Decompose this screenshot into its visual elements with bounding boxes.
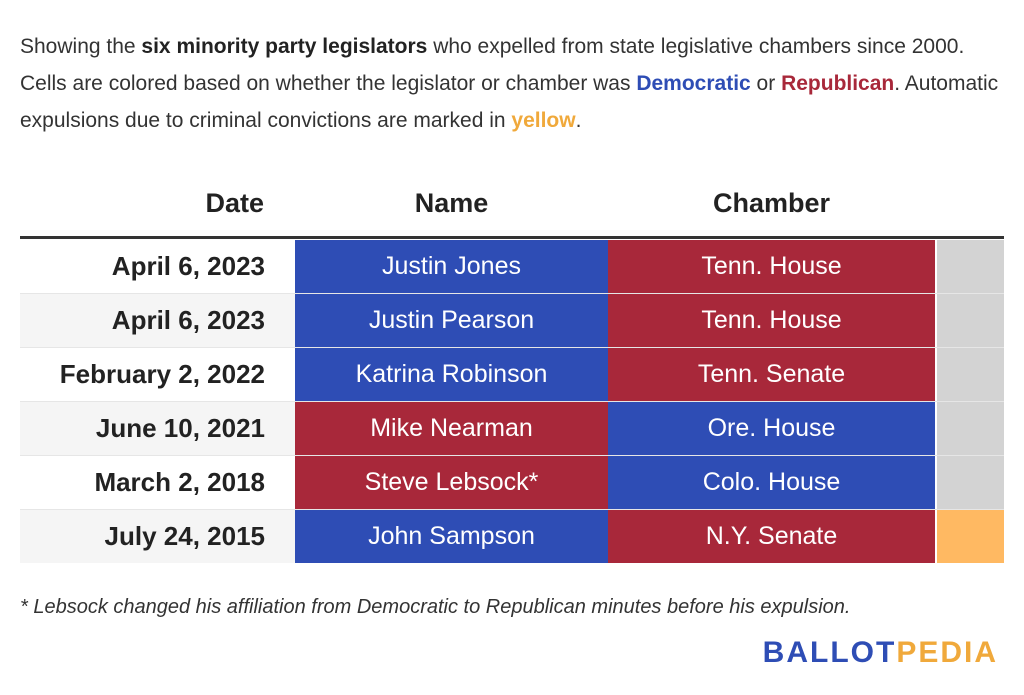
expulsions-table: April 6, 2023 Justin Jones Tenn. House A… [20,240,1004,563]
cell-chamber: Tenn. House [608,294,935,347]
cell-name: Katrina Robinson [295,348,608,401]
cell-name: Mike Nearman [295,402,608,455]
footnote: * Lebsock changed his affiliation from D… [20,596,851,618]
table-row: April 6, 2023 Justin Pearson Tenn. House [20,294,1004,348]
cell-name: Steve Lebsock* [295,456,608,509]
intro-p1: Showing the [20,35,142,58]
cell-flag [937,402,1004,455]
logo-part-2: PEDIA [896,636,998,669]
cell-flag [937,294,1004,347]
democratic-label: Democratic [636,72,751,95]
cell-name: Justin Pearson [295,294,608,347]
table-row: February 2, 2022 Katrina Robinson Tenn. … [20,348,1004,402]
cell-date: July 24, 2015 [20,510,295,563]
intro-p5: . [575,109,582,132]
logo-part-1: BALLOT [762,636,897,669]
intro-text: Showing the six minority party legislato… [20,28,1010,139]
header-divider [20,236,1004,239]
table-header: Date Name Chamber [20,182,1004,238]
cell-flag [937,510,1004,563]
cell-chamber: Tenn. House [608,240,935,293]
table-row: July 24, 2015 John Sampson N.Y. Senate [20,510,1004,563]
cell-date: April 6, 2023 [20,294,295,347]
cell-chamber: Ore. House [608,402,935,455]
cell-date: April 6, 2023 [111,251,265,281]
header-date: Date [205,188,264,218]
cell-name: Justin Jones [295,240,608,293]
cell-date: March 2, 2018 [94,467,265,497]
cell-date: February 2, 2022 [59,359,265,389]
table-row: March 2, 2018 Steve Lebsock* Colo. House [20,456,1004,510]
table-row: April 6, 2023 Justin Jones Tenn. House [20,240,1004,294]
table-row: June 10, 2021 Mike Nearman Ore. House [20,402,1004,456]
cell-flag [937,456,1004,509]
cell-date: June 10, 2021 [20,402,295,455]
cell-chamber: Tenn. Senate [608,348,935,401]
cell-chamber: Colo. House [608,456,935,509]
cell-name: John Sampson [295,510,608,563]
intro-p4: . Automatic expulsions due to criminal c… [20,72,999,132]
cell-chamber: N.Y. Senate [608,510,935,563]
header-chamber: Chamber [712,188,831,218]
yellow-label: yellow [511,109,576,132]
header-name: Name [414,188,489,218]
intro-bold: six minority party legislators [141,35,428,58]
republican-label: Republican [781,72,895,95]
ballotpedia-logo: BALLOTPEDIA [763,636,998,670]
intro-p2: who expelled from state legislative cham… [20,35,965,95]
cell-flag [937,348,1004,401]
cell-flag [937,240,1004,293]
intro-p3: or [750,72,782,95]
